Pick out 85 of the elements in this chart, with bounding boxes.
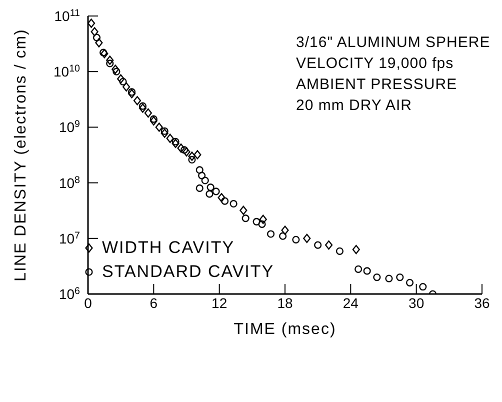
point: [128, 89, 136, 98]
point: [188, 152, 196, 161]
point: [155, 122, 163, 132]
point: [373, 273, 381, 282]
x-tick-label: 24: [342, 294, 359, 311]
point: [188, 156, 196, 164]
point: [198, 172, 206, 180]
point: [117, 74, 125, 84]
point: [180, 146, 188, 154]
point: [218, 193, 226, 202]
point: [119, 78, 127, 86]
point: [172, 138, 180, 146]
point: [106, 60, 114, 68]
x-tick-label: 30: [408, 294, 424, 311]
point: [354, 265, 362, 273]
point: [279, 232, 287, 240]
point: [177, 144, 185, 153]
point: [266, 230, 275, 238]
x-axis-title: TIME (msec): [234, 321, 336, 338]
annotation: 20 mm DRY AIR: [296, 96, 413, 116]
point: [314, 241, 322, 249]
point: [419, 282, 427, 291]
point: [396, 273, 404, 282]
x-tick-label: 12: [212, 294, 228, 311]
point: [100, 48, 108, 56]
point: [100, 49, 108, 58]
point: [363, 267, 371, 275]
point: [138, 104, 147, 113]
point: [150, 116, 158, 126]
point: [324, 240, 333, 250]
point: [92, 34, 101, 42]
point: [352, 244, 360, 254]
point: [206, 190, 214, 198]
point: [281, 226, 289, 235]
point: [196, 166, 204, 174]
legend-label: WIDTH CAVITY: [102, 237, 235, 259]
x-tick-label: 18: [277, 294, 293, 311]
point: [144, 108, 152, 118]
point: [230, 200, 238, 208]
point: [201, 176, 209, 184]
point: [90, 27, 98, 36]
point: [172, 138, 180, 148]
point: [88, 18, 96, 28]
point: [242, 214, 250, 222]
point: [112, 68, 120, 76]
x-tick-label: 0: [84, 294, 92, 311]
y-axis-title: LINE DENSITY (electrons / cm): [12, 28, 30, 282]
point: [212, 188, 220, 196]
point: [385, 274, 393, 282]
point: [160, 128, 168, 138]
point: [128, 88, 136, 96]
point: [194, 150, 202, 160]
annotation: 3/16" ALUMINUM SPHERE: [296, 33, 490, 53]
point: [95, 38, 103, 48]
point: [292, 236, 300, 244]
point: [138, 102, 147, 110]
point: [150, 115, 158, 123]
annotation: AMBIENT PRESSURE: [296, 75, 458, 95]
point: [206, 184, 214, 192]
y-tick-label: 10$^{9}$: [58, 118, 80, 136]
point: [182, 147, 190, 156]
y-tick-label: 10$^{10}$: [54, 63, 81, 80]
y-tick-label: 10$^{6}$: [58, 286, 81, 302]
point: [106, 56, 114, 65]
point: [303, 234, 311, 243]
point: [122, 82, 130, 92]
point: [196, 184, 204, 192]
point: [259, 214, 267, 224]
point: [133, 96, 142, 106]
point: [221, 197, 229, 205]
y-tick-label: 10$^{8}$: [58, 174, 81, 191]
y-tick-label: 10$^{11}$: [54, 8, 80, 24]
y-tick-label: 10$^{7}$: [58, 230, 80, 246]
point: [112, 64, 120, 74]
point: [160, 127, 168, 135]
point: [406, 278, 414, 286]
point: [252, 218, 260, 226]
point: [240, 206, 248, 215]
x-tick-label: 6: [150, 294, 158, 311]
point: [166, 134, 174, 143]
annotation: VELOCITY 19,000 fps: [296, 54, 455, 74]
point: [336, 247, 344, 255]
legend-label: STANDARD CAVITY: [102, 261, 274, 283]
x-tick-label: 36: [474, 294, 490, 311]
point: [258, 220, 266, 228]
